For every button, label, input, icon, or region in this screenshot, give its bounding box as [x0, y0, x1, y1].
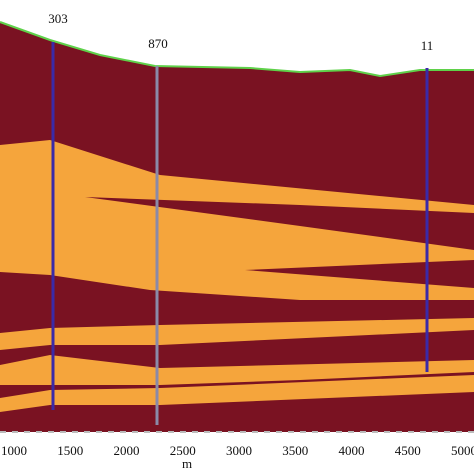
x-tick-label: 4000	[339, 443, 365, 458]
well-label: 11	[421, 38, 434, 53]
x-tick-label: 2500	[170, 443, 196, 458]
x-tick-label: 2000	[114, 443, 140, 458]
sand-layer	[0, 375, 474, 412]
well-label: 303	[48, 11, 68, 26]
shale-wedge	[85, 197, 474, 250]
x-tick-label: 4500	[395, 443, 421, 458]
x-tick-label: 1500	[57, 443, 83, 458]
surface-line	[0, 21, 474, 78]
x-tick-label: 1000	[1, 443, 27, 458]
x-tick-label: 5000	[451, 443, 474, 458]
sand-layer	[0, 140, 474, 300]
shale-wedge	[245, 260, 474, 288]
sand-layer	[0, 318, 474, 350]
x-tick-label: 3500	[282, 443, 308, 458]
sand-layer	[0, 355, 474, 385]
axis-label: m	[182, 456, 192, 471]
well-label: 870	[148, 36, 168, 51]
x-tick-label: 3000	[226, 443, 252, 458]
